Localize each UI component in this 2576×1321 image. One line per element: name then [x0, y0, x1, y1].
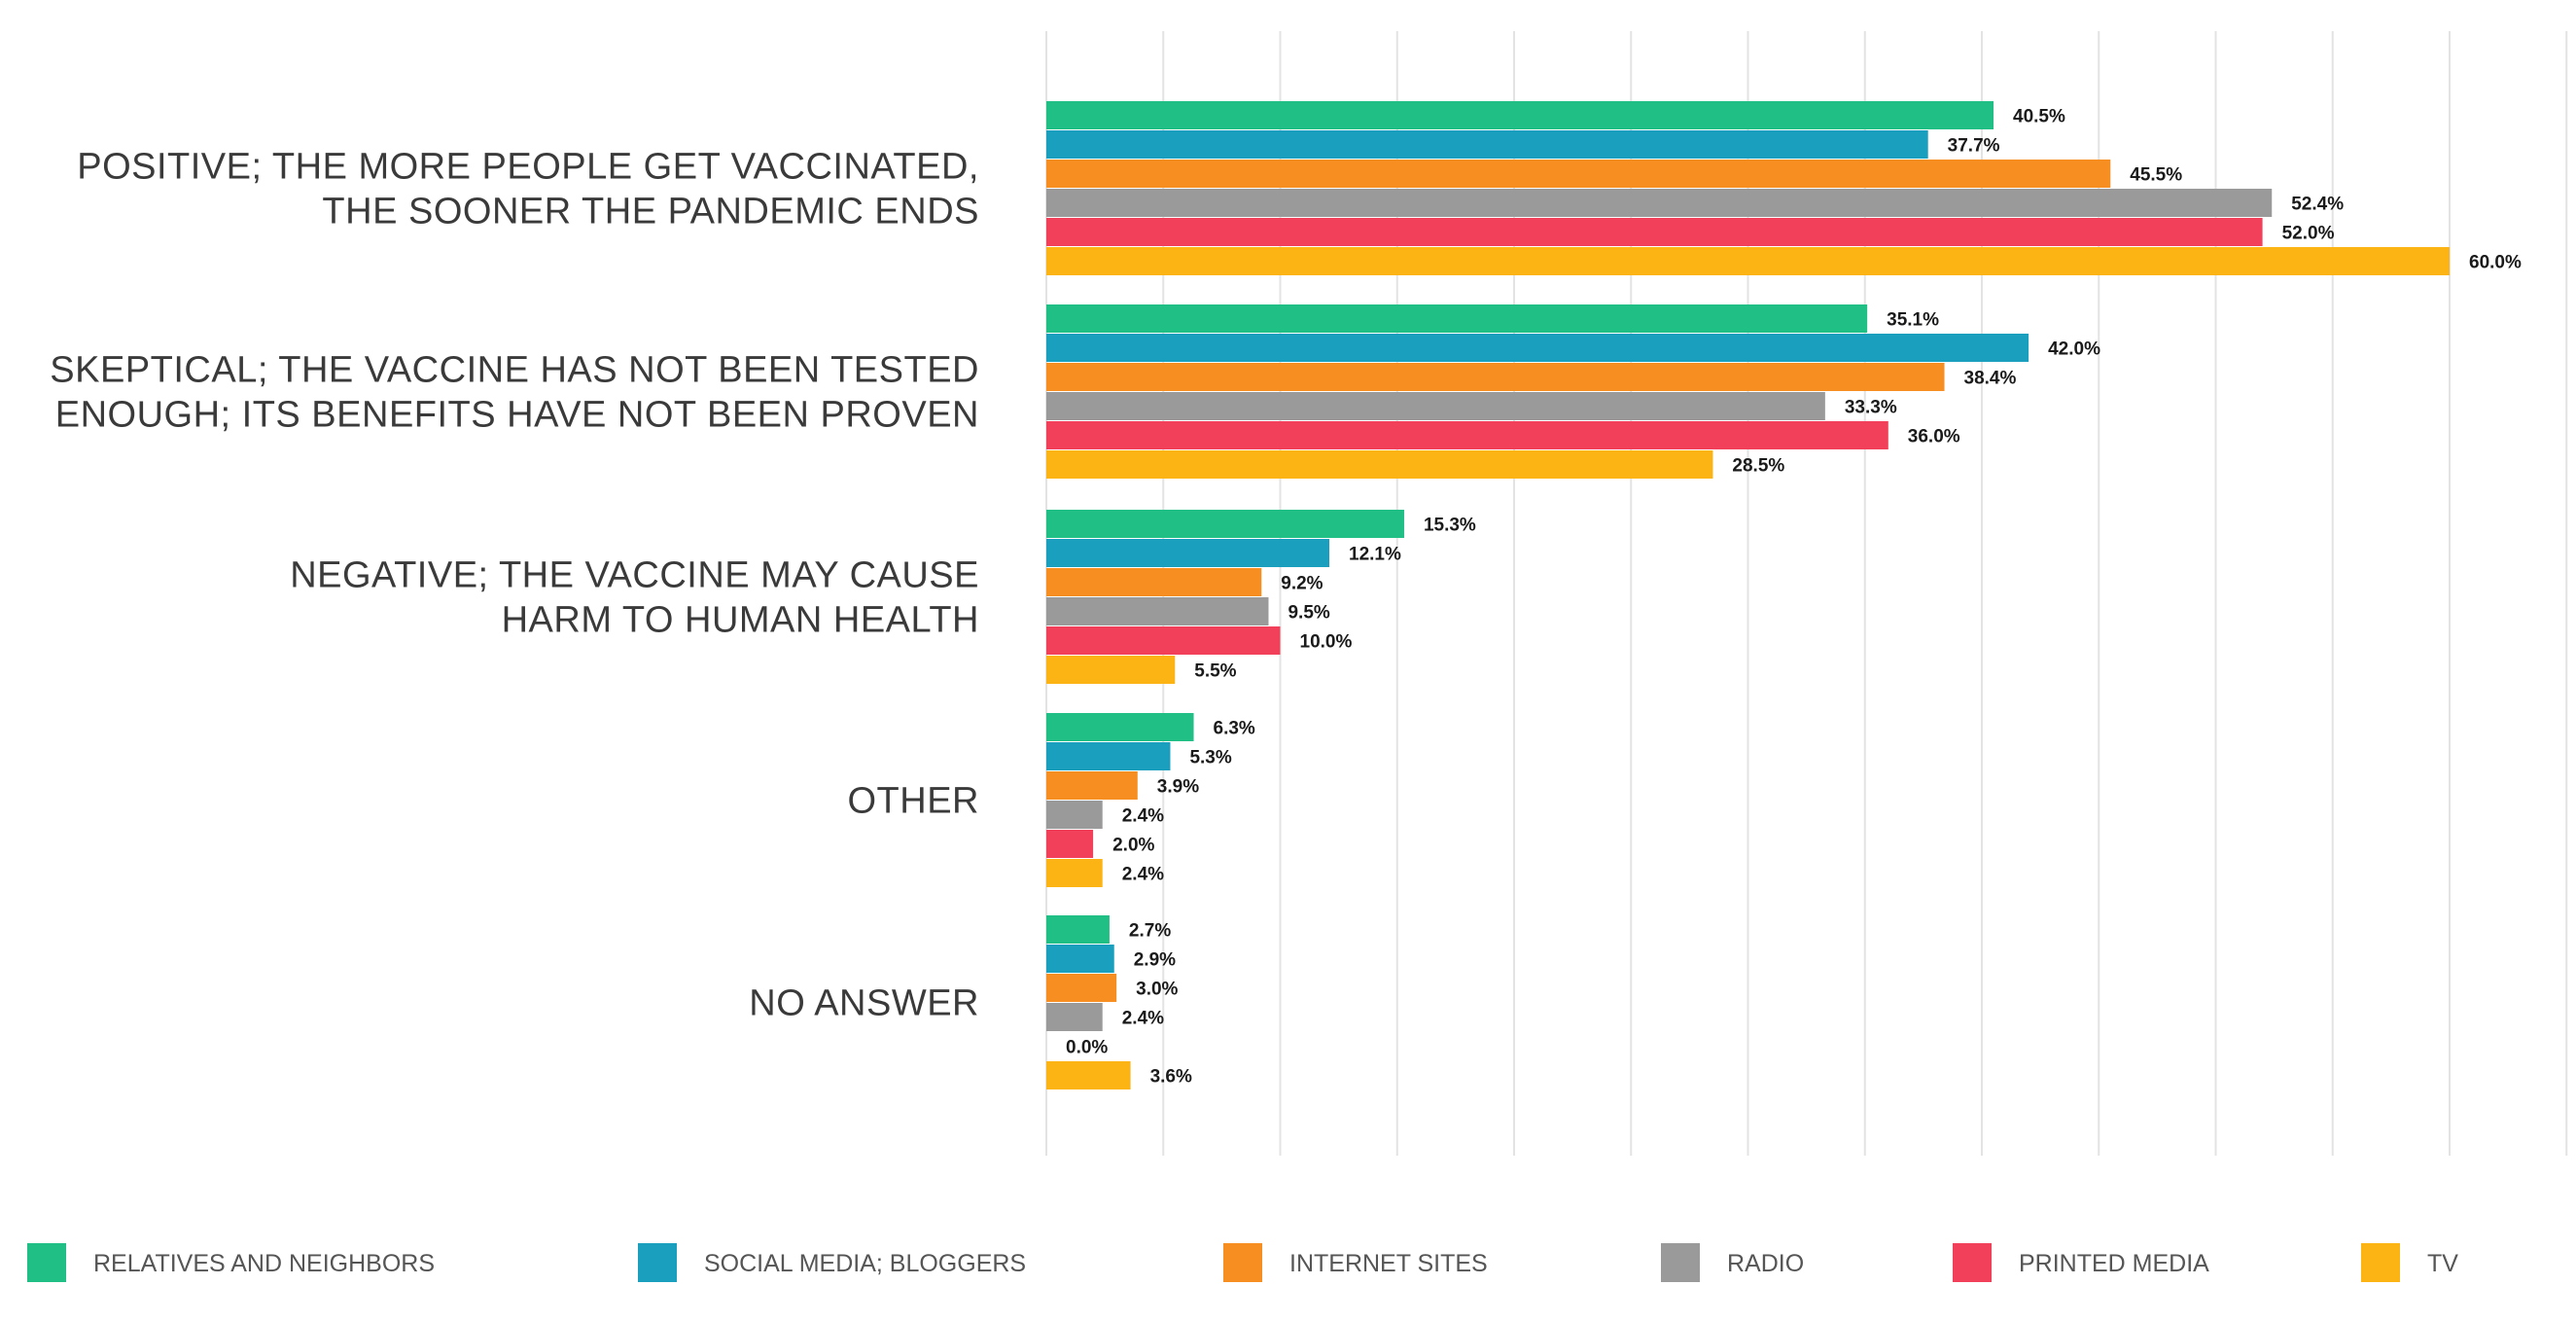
bar-internet-sites-4: [1046, 974, 1117, 1002]
legend-label: SOCIAL MEDIA; BLOGGERS: [704, 1250, 1026, 1277]
bar-relatives-and-neighbors-2: [1046, 510, 1404, 538]
bar-printed-media-2: [1046, 626, 1281, 655]
legend-swatch-internet-sites: [1223, 1243, 1262, 1282]
value-label: 2.4%: [1122, 1009, 1164, 1029]
value-label: 2.4%: [1122, 806, 1164, 827]
value-label: 5.5%: [1194, 661, 1236, 682]
legend-swatch-printed-media: [1953, 1243, 1992, 1282]
value-label: 45.5%: [2130, 165, 2182, 186]
category-label: OTHER: [848, 781, 980, 822]
legend-label: PRINTED MEDIA: [2019, 1250, 2209, 1277]
value-label: 52.0%: [2282, 224, 2335, 244]
value-label: 9.5%: [1288, 603, 1329, 624]
bar-printed-media-3: [1046, 830, 1094, 858]
bar-radio-4: [1046, 1003, 1103, 1031]
bar-printed-media-1: [1046, 421, 1888, 449]
value-label: 42.0%: [2048, 339, 2100, 360]
legend: RELATIVES AND NEIGHBORS SOCIAL MEDIA; BLO…: [27, 1243, 2458, 1282]
value-label: 37.7%: [1948, 136, 2000, 157]
bar-tv-1: [1046, 450, 1713, 479]
category-label: HARM TO HUMAN HEALTH: [502, 600, 979, 641]
bar-social-media-bloggers-4: [1046, 945, 1114, 973]
legend-swatch-social-media-bloggers: [638, 1243, 677, 1282]
value-label: 38.4%: [1964, 369, 2017, 389]
value-label: 33.3%: [1845, 398, 1897, 418]
bar-radio-3: [1046, 801, 1103, 829]
legend-swatch-radio: [1661, 1243, 1700, 1282]
legend-swatch-tv: [2361, 1243, 2400, 1282]
value-label: 28.5%: [1732, 456, 1784, 477]
category-label: ENOUGH; ITS BENEFITS HAVE NOT BEEN PROVE…: [55, 395, 979, 436]
legend-label: RELATIVES AND NEIGHBORS: [93, 1250, 435, 1277]
bar-relatives-and-neighbors-0: [1046, 101, 1994, 129]
bars: [1046, 101, 2450, 1089]
value-label: 40.5%: [2013, 107, 2065, 127]
value-label: 36.0%: [1908, 427, 1960, 447]
category-label: THE SOONER THE PANDEMIC ENDS: [322, 192, 979, 232]
bar-tv-2: [1046, 656, 1176, 684]
bar-tv-3: [1046, 859, 1103, 887]
value-label: 35.1%: [1887, 310, 1939, 331]
value-label: 52.4%: [2291, 195, 2344, 215]
category-label: NEGATIVE; THE VACCINE MAY CAUSE: [290, 555, 979, 596]
legend-swatch-relatives-and-neighbors: [27, 1243, 66, 1282]
value-label: 2.0%: [1112, 836, 1154, 856]
bar-radio-0: [1046, 189, 2273, 217]
value-label: 2.4%: [1122, 865, 1164, 885]
value-label: 15.3%: [1424, 516, 1476, 536]
value-label: 3.9%: [1157, 777, 1199, 798]
bar-internet-sites-2: [1046, 568, 1262, 596]
value-label: 0.0%: [1066, 1038, 1108, 1058]
legend-label: INTERNET SITES: [1289, 1250, 1488, 1277]
value-label: 2.9%: [1134, 950, 1176, 971]
legend-label: TV: [2427, 1250, 2458, 1277]
bar-relatives-and-neighbors-1: [1046, 304, 1868, 333]
category-label: SKEPTICAL; THE VACCINE HAS NOT BEEN TEST…: [50, 350, 979, 391]
value-label: 9.2%: [1281, 574, 1323, 594]
bar-radio-2: [1046, 597, 1269, 625]
bar-internet-sites-0: [1046, 160, 2111, 188]
bar-social-media-bloggers-3: [1046, 742, 1171, 770]
bar-internet-sites-3: [1046, 771, 1138, 800]
value-label: 3.0%: [1136, 980, 1178, 1000]
bar-internet-sites-1: [1046, 363, 1945, 391]
bar-printed-media-0: [1046, 218, 2263, 246]
bar-social-media-bloggers-0: [1046, 130, 1928, 159]
value-label: 60.0%: [2469, 253, 2522, 273]
legend-label: RADIO: [1727, 1250, 1804, 1277]
category-labels: POSITIVE; THE MORE PEOPLE GET VACCINATED…: [50, 147, 980, 1024]
value-label: 2.7%: [1129, 921, 1171, 942]
value-label: 10.0%: [1300, 632, 1353, 653]
bar-social-media-bloggers-1: [1046, 334, 2029, 362]
category-label: NO ANSWER: [749, 983, 979, 1024]
bar-radio-1: [1046, 392, 1825, 420]
value-labels: 40.5% 35.1% 15.3% 6.3% 2.7% 37.7% 42.0% 12.1% 5.…: [1066, 107, 2522, 1088]
bar-tv-4: [1046, 1061, 1131, 1089]
value-label: 6.3%: [1214, 719, 1255, 739]
category-label: POSITIVE; THE MORE PEOPLE GET VACCINATED…: [77, 147, 979, 188]
bar-relatives-and-neighbors-3: [1046, 713, 1194, 741]
bar-tv-0: [1046, 247, 2450, 275]
bar-relatives-and-neighbors-4: [1046, 915, 1110, 944]
value-label: 3.6%: [1150, 1067, 1192, 1088]
value-label: 12.1%: [1349, 545, 1401, 565]
bar-social-media-bloggers-2: [1046, 539, 1330, 567]
value-label: 5.3%: [1189, 748, 1231, 768]
